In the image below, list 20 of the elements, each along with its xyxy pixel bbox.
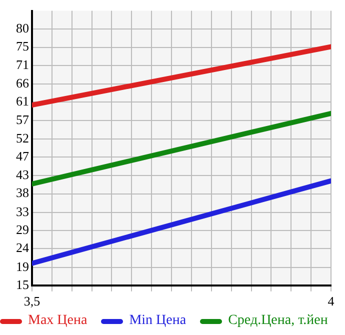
y-tick-label: 52 <box>16 130 29 146</box>
y-tick-label: 38 <box>16 185 29 200</box>
legend-label: Max Цена <box>28 313 88 329</box>
y-tick-label: 61 <box>16 94 29 109</box>
y-tick-label: 15 <box>16 276 29 292</box>
y-tick-label: 33 <box>16 204 29 219</box>
x-tick-label: 4 <box>328 294 335 309</box>
x-tick-label: 3,5 <box>24 294 40 309</box>
y-tick-label: 43 <box>16 166 29 182</box>
y-tick-label: 66 <box>16 75 30 90</box>
y-tick-label: 24 <box>16 240 30 256</box>
y-tick-label: 29 <box>16 222 29 237</box>
y-tick-label: 80 <box>16 20 29 36</box>
y-tick-label: 75 <box>16 38 29 54</box>
y-tick-label: 47 <box>16 148 30 164</box>
y-tick-label: 57 <box>16 112 30 127</box>
legend-label: Min Цена <box>129 313 186 329</box>
y-tick-label: 19 <box>16 259 29 274</box>
y-tick-label: 71 <box>16 57 29 72</box>
legend-label: Сред.Цена, т.йен <box>228 313 328 329</box>
